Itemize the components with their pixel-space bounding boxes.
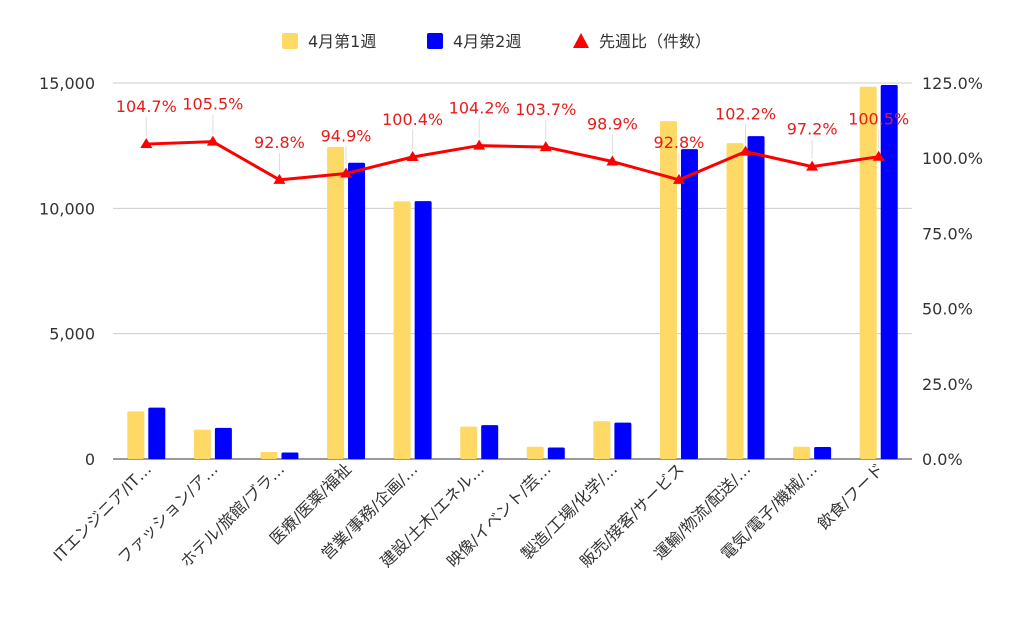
bar-week2	[481, 425, 499, 459]
bar-week2	[148, 407, 166, 459]
bar-week2	[614, 422, 632, 459]
right-tick-label: 0.0%	[922, 450, 963, 469]
bar-week1	[127, 411, 145, 459]
legend-label: 先週比（件数）	[599, 32, 711, 51]
bar-week1	[793, 446, 811, 459]
ratio-data-label: 97.2%	[787, 120, 838, 139]
bar-week1	[726, 143, 744, 459]
right-tick-label: 25.0%	[922, 375, 973, 394]
right-axis-tick-labels: 0.0% 25.0% 50.0% 75.0% 100.0% 125.0%	[922, 74, 983, 469]
ratio-marker	[340, 167, 353, 178]
ratio-data-label: 104.7%	[116, 97, 177, 116]
ratio-data-label: 100.4%	[382, 110, 443, 129]
bar-week2	[680, 149, 698, 459]
ratio-marker	[140, 138, 153, 149]
ratio-marker	[539, 141, 552, 152]
bar-week2	[414, 201, 432, 459]
bar-series	[127, 85, 898, 460]
right-tick-label: 75.0%	[922, 224, 973, 243]
bar-week1	[260, 451, 278, 459]
right-tick-label: 50.0%	[922, 300, 973, 319]
category-axis-labels: ITエンジニア/IT…ファッション/ア…ホテル/旅館/ブラ…医療/医薬/福祉営業…	[49, 459, 887, 571]
bar-week2	[547, 447, 565, 459]
bar-week2	[348, 162, 366, 459]
bar-week2	[880, 85, 898, 459]
ratio-data-label: 102.2%	[715, 105, 776, 124]
ratio-marker	[872, 150, 885, 161]
ratio-data-label: 105.5%	[182, 95, 243, 114]
bar-week1	[859, 86, 877, 459]
ratio-marker	[806, 160, 819, 171]
left-tick-label: 5,000	[49, 325, 95, 344]
bar-week1	[193, 429, 211, 459]
ratio-data-label: 92.8%	[254, 133, 305, 152]
left-tick-label: 10,000	[39, 199, 95, 218]
bar-week2	[214, 427, 232, 459]
ratio-data-label: 98.9%	[587, 115, 638, 134]
legend-swatch	[427, 33, 443, 49]
bar-week1	[460, 426, 478, 459]
legend-marker	[573, 33, 589, 48]
bar-week1	[393, 201, 411, 459]
legend: 4月第1週 4月第2週 先週比（件数）	[282, 32, 711, 51]
left-tick-label: 0	[85, 450, 95, 469]
bar-week1	[327, 146, 345, 460]
ratio-data-labels: 104.7% 105.5% 92.8% 94.9% 100.4% 104.2% 103.7%…	[116, 95, 909, 172]
legend-label: 4月第2週	[453, 32, 521, 51]
legend-swatch	[282, 33, 298, 49]
bar-week1	[659, 121, 677, 460]
ratio-line-series	[140, 135, 885, 184]
bar-week2	[281, 452, 299, 459]
right-tick-label: 100.0%	[922, 149, 983, 168]
ratio-line	[146, 140, 879, 182]
ratio-marker	[406, 150, 419, 161]
left-tick-label: 15,000	[39, 74, 95, 93]
right-tick-label: 125.0%	[922, 74, 983, 93]
ratio-marker	[273, 173, 286, 184]
bar-week2	[814, 446, 832, 459]
left-axis-tick-labels: 0 5,000 10,000 15,000	[39, 74, 95, 469]
ratio-data-label: 94.9%	[321, 127, 372, 146]
bar-week2	[747, 136, 765, 459]
bar-week1	[593, 421, 611, 459]
ratio-marker	[606, 155, 619, 166]
legend-label: 4月第1週	[308, 32, 376, 51]
gridlines	[113, 82, 912, 460]
ratio-data-label: 100.5%	[848, 110, 909, 129]
ratio-data-label: 103.7%	[515, 100, 576, 119]
ratio-marker	[672, 173, 685, 184]
bar-week1	[526, 446, 544, 459]
ratio-data-label: 104.2%	[449, 99, 510, 118]
ratio-marker	[206, 135, 219, 146]
ratio-data-label: 92.8%	[654, 133, 705, 152]
category-label: 飲食/フード	[814, 459, 888, 533]
ratio-marker	[473, 139, 486, 150]
ratio-marker	[739, 145, 752, 156]
